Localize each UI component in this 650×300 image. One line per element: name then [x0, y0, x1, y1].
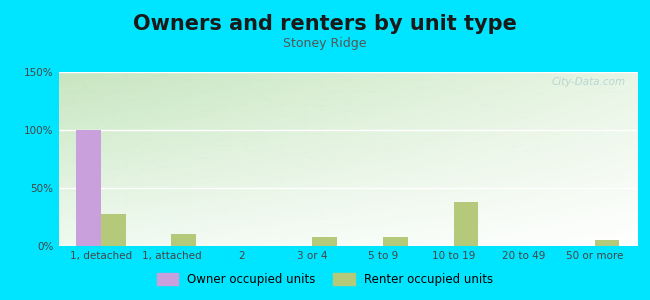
Bar [595, 240, 619, 246]
Bar [313, 237, 337, 246]
Text: Owners and renters by unit type: Owners and renters by unit type [133, 14, 517, 34]
Bar [76, 130, 101, 246]
Legend: Owner occupied units, Renter occupied units: Owner occupied units, Renter occupied un… [152, 268, 498, 291]
Bar [383, 237, 408, 246]
Text: City-Data.com: City-Data.com [551, 77, 625, 87]
Text: Stoney Ridge: Stoney Ridge [283, 38, 367, 50]
Bar [454, 202, 478, 246]
Bar [101, 214, 125, 246]
Bar [172, 234, 196, 246]
